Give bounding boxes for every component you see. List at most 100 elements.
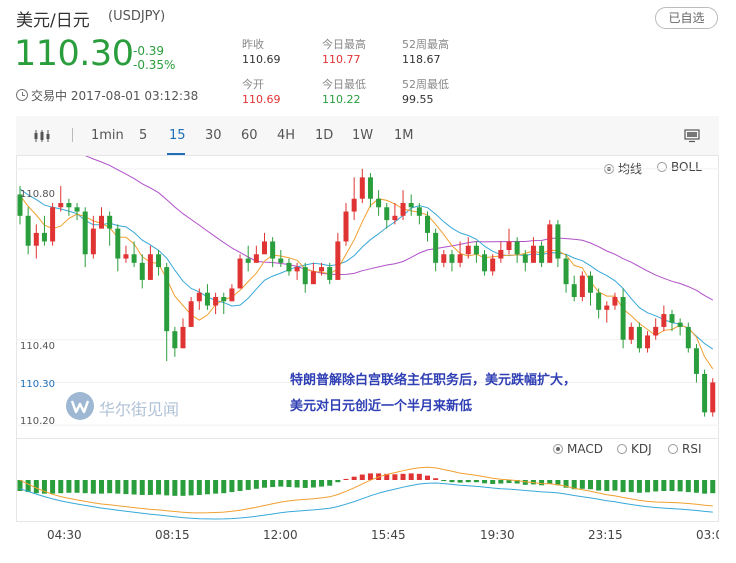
active-tab-indicator bbox=[167, 153, 185, 155]
candle-body bbox=[596, 292, 602, 310]
candle-body bbox=[571, 284, 577, 297]
tab-1d[interactable]: 1D bbox=[315, 128, 334, 143]
tab-1m[interactable]: 1M bbox=[394, 128, 414, 143]
macd-bar bbox=[522, 480, 528, 485]
macd-bar bbox=[131, 480, 137, 495]
annotation-line-1: 特朗普解除白宫联络主任职务后，美元跌幅扩大， bbox=[290, 373, 577, 388]
macd-bar bbox=[245, 480, 251, 490]
candle-body bbox=[425, 215, 430, 233]
ma-short-line bbox=[19, 195, 714, 370]
candle-body bbox=[196, 292, 202, 302]
macd-bar bbox=[677, 480, 683, 492]
boll-option[interactable]: BOLL bbox=[657, 160, 702, 174]
candle-body bbox=[351, 198, 357, 212]
candle-body bbox=[384, 207, 390, 221]
rsi-option[interactable]: RSI bbox=[668, 442, 702, 456]
kdj-option-label: KDJ bbox=[631, 442, 652, 456]
macd-option-label: MACD bbox=[567, 442, 603, 456]
candle-body bbox=[33, 232, 39, 246]
candlestick-type-icon[interactable] bbox=[33, 129, 51, 143]
candle-body bbox=[262, 241, 267, 255]
candle-body bbox=[498, 250, 504, 259]
candle-body bbox=[416, 207, 422, 216]
macd-bar bbox=[343, 478, 349, 480]
candle-body bbox=[669, 314, 675, 323]
tab-5[interactable]: 5 bbox=[139, 128, 148, 143]
tab-60[interactable]: 60 bbox=[241, 128, 258, 143]
tab-1min[interactable]: 1min bbox=[91, 128, 124, 143]
candle-body bbox=[441, 254, 447, 263]
macd-bar bbox=[180, 480, 186, 496]
macd-bar bbox=[482, 480, 488, 484]
candle-body bbox=[123, 254, 129, 259]
candle-body bbox=[204, 292, 210, 306]
macd-bar bbox=[278, 480, 284, 487]
candle-body bbox=[131, 254, 137, 263]
stat-day-low-label: 今日最低 bbox=[322, 78, 366, 91]
macd-bar bbox=[156, 480, 162, 495]
stat-day-low-value: 110.22 bbox=[322, 93, 361, 106]
candle-body bbox=[278, 258, 284, 263]
macd-bar bbox=[25, 480, 31, 493]
candle-body bbox=[693, 348, 699, 374]
candle-body bbox=[555, 224, 561, 259]
candle-body bbox=[343, 211, 349, 242]
tab-15[interactable]: 15 bbox=[169, 128, 186, 143]
candle-body bbox=[50, 207, 56, 242]
macd-bar bbox=[58, 480, 64, 494]
macd-bar bbox=[563, 480, 569, 488]
candle-body bbox=[66, 203, 72, 208]
candle-body bbox=[213, 297, 219, 306]
macd-bar bbox=[164, 480, 170, 496]
macd-bar bbox=[335, 480, 341, 483]
macd-bar bbox=[262, 480, 267, 488]
clock-icon bbox=[16, 89, 28, 101]
macd-bar bbox=[172, 480, 178, 496]
candle-body bbox=[490, 258, 496, 272]
macd-bar bbox=[612, 480, 618, 491]
macd-bar bbox=[41, 480, 47, 494]
kdj-option[interactable]: KDJ bbox=[617, 442, 652, 456]
candle-body bbox=[237, 258, 243, 289]
macd-bar bbox=[327, 480, 333, 486]
macd-bar bbox=[653, 480, 659, 492]
macd-radio-icon bbox=[553, 444, 563, 454]
logo-circle-icon bbox=[66, 392, 94, 420]
macd-option[interactable]: MACD bbox=[553, 442, 603, 456]
candle-body bbox=[522, 254, 528, 263]
macd-bar bbox=[645, 480, 651, 493]
macd-bar bbox=[50, 480, 56, 494]
candle-body bbox=[636, 326, 642, 349]
macd-dif-line bbox=[19, 466, 713, 514]
macd-bar bbox=[702, 480, 708, 494]
candle-body bbox=[286, 262, 292, 272]
candle-body bbox=[547, 224, 553, 263]
macd-bar bbox=[213, 480, 219, 494]
macd-bar bbox=[253, 480, 259, 489]
candle-body bbox=[710, 382, 716, 413]
candle-body bbox=[229, 288, 235, 302]
macd-bar bbox=[302, 480, 308, 488]
macd-bar bbox=[99, 480, 104, 494]
tab-1w[interactable]: 1W bbox=[352, 128, 374, 143]
macd-bar bbox=[196, 480, 202, 495]
chart-toolbar: 1min 5 15 30 60 4H 1D 1W 1M bbox=[16, 116, 719, 156]
x-tick-label-1545: 15:45 bbox=[371, 528, 406, 542]
candle-body bbox=[530, 245, 536, 263]
tab-4h[interactable]: 4H bbox=[277, 128, 296, 143]
tab-30[interactable]: 30 bbox=[205, 128, 222, 143]
macd-chart bbox=[17, 466, 716, 520]
indicator-divider bbox=[16, 438, 719, 439]
stat-52w-high-label: 52周最高 bbox=[402, 38, 449, 51]
candle-body bbox=[107, 215, 113, 229]
macd-bar bbox=[66, 480, 72, 493]
y-tick-label-110-40: 110.40 bbox=[20, 341, 55, 352]
price-chart bbox=[16, 156, 719, 426]
watchlist-button[interactable]: 已自选 bbox=[655, 7, 718, 29]
macd-bar bbox=[441, 480, 447, 482]
macd-bar bbox=[123, 480, 129, 495]
macd-dea-line bbox=[19, 482, 713, 520]
macd-bar bbox=[498, 480, 504, 484]
candle-body bbox=[188, 301, 194, 327]
fullscreen-icon[interactable] bbox=[684, 129, 700, 143]
